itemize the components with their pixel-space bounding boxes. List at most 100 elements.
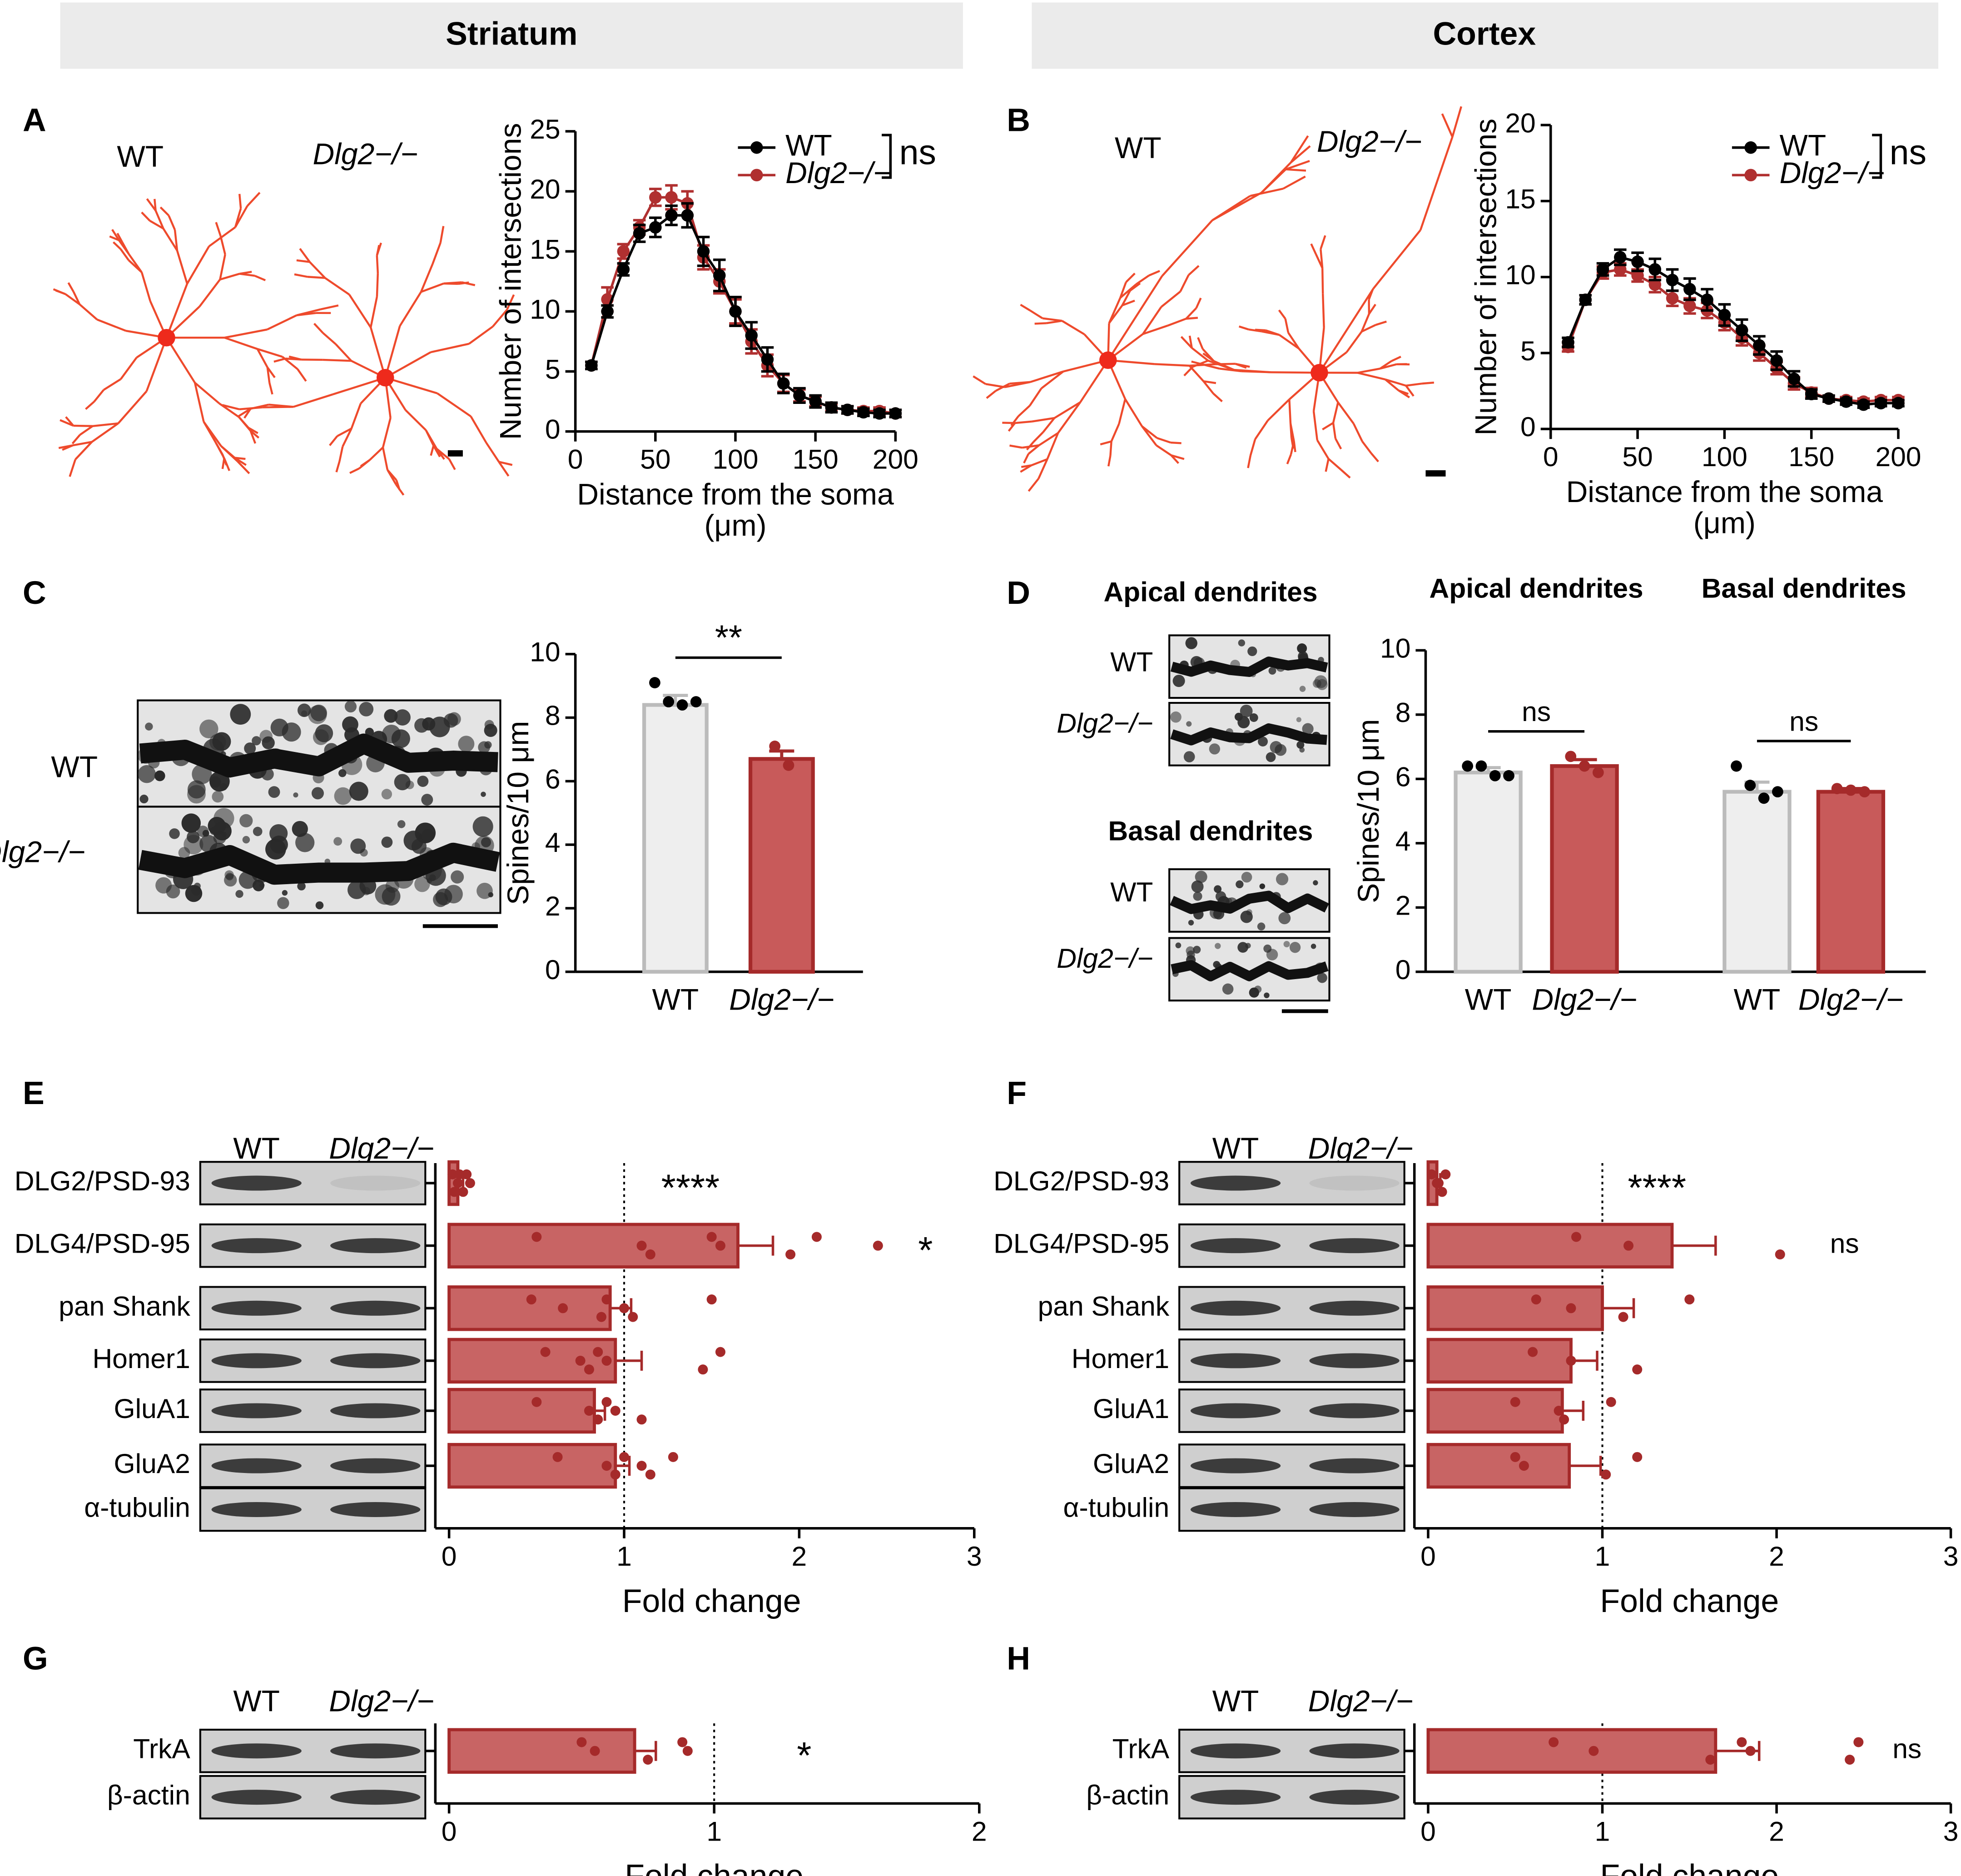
micrograph-blob (422, 717, 436, 731)
dendrite (1368, 304, 1376, 315)
data-point (1666, 274, 1679, 287)
micrograph-blob (1264, 992, 1270, 998)
dendrite (1023, 453, 1030, 464)
dendrite (348, 294, 372, 328)
x-tick-label: 100 (712, 444, 758, 475)
category-label: DLG2/PSD-93 (15, 1165, 190, 1196)
annotation: * (797, 1735, 811, 1776)
micrograph-blob (421, 794, 433, 806)
dendrite (256, 348, 268, 368)
blot-band (211, 1403, 302, 1418)
data-point (769, 741, 781, 752)
dendrite (168, 215, 176, 230)
x-tick-label: Dlg2−/− (1798, 982, 1903, 1016)
dendrite (307, 276, 325, 279)
micrograph-blob (1312, 679, 1321, 688)
dendrite (1345, 331, 1363, 353)
data-point (668, 1452, 678, 1462)
dendrite (387, 469, 397, 481)
dendrite (1031, 458, 1048, 467)
x-tick-label: 2 (1769, 1816, 1784, 1846)
dendrite-segment (1170, 657, 1328, 677)
dendrite (1334, 438, 1342, 450)
dendrite (1154, 363, 1190, 367)
dendrite (1170, 454, 1179, 464)
dendrite (439, 226, 445, 243)
data-point (643, 1754, 653, 1765)
micrograph-blob (265, 839, 286, 860)
dendrite (395, 480, 401, 490)
dendrite (1191, 360, 1204, 366)
blot-band (1309, 1403, 1400, 1418)
header-box (1032, 2, 1939, 69)
annotation: ns (1830, 1228, 1859, 1259)
image-label: WT (1110, 876, 1153, 907)
micrograph-blob (154, 770, 165, 781)
y-tick-label: 4 (1395, 826, 1411, 856)
micrograph-blob (1283, 941, 1290, 948)
legend-marker (750, 141, 763, 154)
image-section-title: Basal dendrites (1108, 815, 1313, 846)
image-label: Dlg2−/− (1317, 124, 1422, 158)
dendrite (176, 250, 189, 284)
dendrite (141, 211, 151, 222)
blot-band (1309, 1353, 1400, 1368)
group-label: Basal dendrites (1702, 572, 1906, 603)
micrograph-blob (230, 704, 251, 725)
dendrite (1107, 455, 1112, 467)
data-point (649, 221, 662, 234)
dendrite (1057, 402, 1081, 434)
dendrite (1030, 370, 1064, 383)
micrograph-blob (1317, 973, 1327, 983)
y-tick-label: 10 (1380, 632, 1410, 663)
micrograph-blob (481, 837, 491, 847)
data-point (811, 1232, 822, 1242)
dendrite (1179, 274, 1190, 292)
dendrite (237, 460, 250, 474)
data-point (1632, 1364, 1643, 1375)
series-line (1567, 268, 1898, 403)
micrograph-blob (253, 826, 263, 836)
micrograph-blob (429, 874, 436, 881)
data-point (454, 1169, 465, 1179)
dendrite (92, 422, 119, 427)
micrograph-blob (1214, 885, 1222, 893)
scale-bar (422, 924, 498, 928)
annotation: ** (715, 618, 742, 657)
bar (447, 1728, 636, 1774)
dendrite (293, 393, 333, 408)
blot-band (1309, 1790, 1400, 1805)
data-point (1735, 324, 1748, 337)
data-point (1489, 770, 1501, 781)
error-bar (615, 1350, 643, 1371)
bar (1426, 1388, 1564, 1434)
micrograph-blob (1296, 741, 1305, 749)
dendrite (266, 367, 271, 383)
y-tick-label: 15 (530, 234, 560, 264)
data-point (1822, 392, 1835, 405)
dendrite (335, 461, 341, 473)
micrograph-blob (384, 709, 398, 723)
x-axis-label: Fold change (1600, 1583, 1779, 1619)
dendrite (432, 242, 442, 264)
data-point (1601, 1469, 1611, 1480)
data-point (1631, 269, 1644, 282)
y-tick-label: 8 (1395, 697, 1411, 728)
data-point (706, 1294, 717, 1305)
dendrite (1129, 282, 1141, 292)
dendrite (119, 249, 129, 261)
loading-control-label: α-tubulin (1063, 1492, 1170, 1523)
annotation: ns (899, 133, 936, 172)
dendrite (332, 377, 386, 396)
dendrite (1321, 294, 1325, 328)
soma (1099, 351, 1117, 369)
micrograph-blob (315, 901, 324, 910)
micrograph-blob (295, 833, 315, 852)
micrograph-blob (178, 847, 190, 859)
dendrite (1285, 160, 1310, 170)
group-label: Apical dendrites (1430, 572, 1643, 603)
x-tick-label: 0 (1543, 441, 1559, 472)
dendrite (297, 368, 307, 382)
dendrite (1284, 318, 1290, 333)
dendrite (1185, 307, 1197, 320)
